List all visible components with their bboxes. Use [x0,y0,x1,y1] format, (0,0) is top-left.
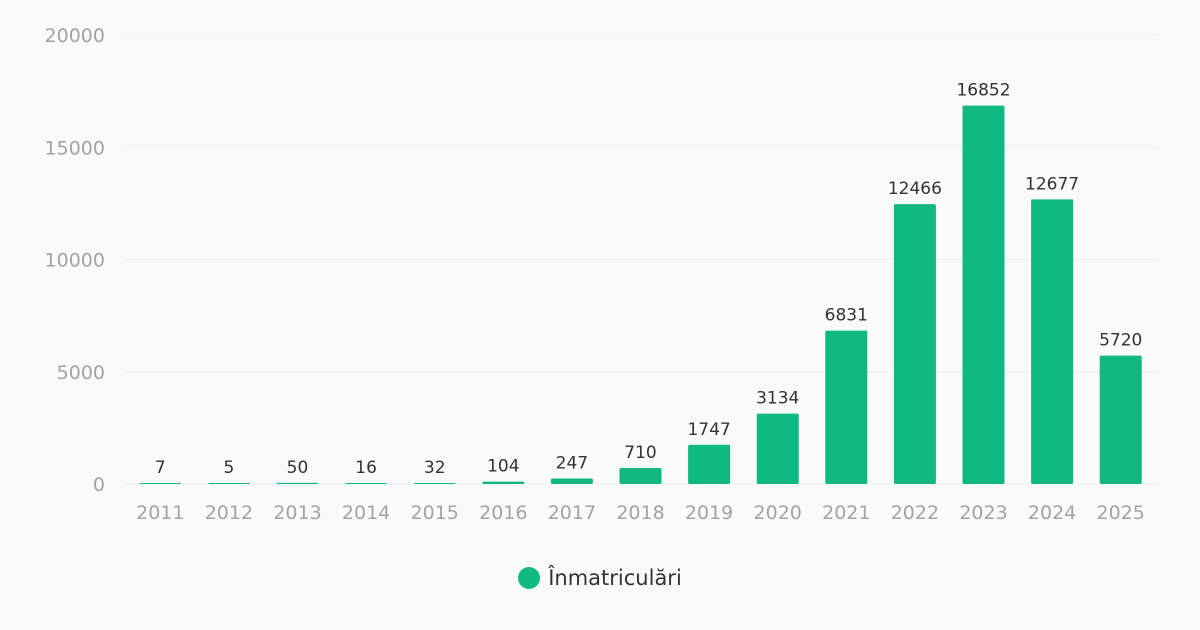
y-tick-label: 5000 [57,362,105,384]
x-axis: 2011 2012 2013 2014 2015 2016 2017 2018 2019 2020… [136,502,1145,524]
data-label: 710 [624,443,656,463]
data-label: 6831 [825,306,868,326]
x-tick-label: 2015 [411,502,459,524]
bar[interactable] [688,444,731,484]
bar[interactable] [756,413,799,484]
x-tick-label: 2021 [822,502,870,524]
bar[interactable] [482,481,525,484]
data-label: 104 [487,457,519,477]
data-label: 247 [556,453,588,473]
data-label: 12466 [888,179,942,199]
bar[interactable] [550,478,593,484]
bar-chart: 0 5000 10000 15000 20000 7 5 50 16 32 104 247 710 17… [45,25,1155,524]
data-label: 1747 [687,420,730,440]
x-tick-label: 2023 [959,502,1007,524]
data-label: 50 [287,458,309,478]
y-axis: 0 5000 10000 15000 20000 [45,25,105,496]
data-label: 7 [155,458,166,478]
data-label: 5720 [1099,331,1142,351]
bar[interactable] [893,204,936,484]
x-tick-label: 2013 [273,502,321,524]
legend[interactable]: Înmatriculări [0,566,1200,590]
x-tick-label: 2012 [205,502,253,524]
data-label: 16 [355,458,377,478]
bar[interactable] [139,483,182,484]
y-tick-label: 15000 [45,137,105,159]
data-label: 12677 [1025,174,1079,194]
x-tick-label: 2022 [891,502,939,524]
data-label: 16852 [956,81,1010,101]
legend-marker [518,567,541,589]
y-tick-label: 0 [93,474,105,496]
x-tick-label: 2017 [548,502,596,524]
x-tick-label: 2011 [136,502,184,524]
x-tick-label: 2018 [616,502,664,524]
x-tick-label: 2024 [1028,502,1076,524]
x-tick-label: 2025 [1097,502,1145,524]
x-tick-label: 2014 [342,502,390,524]
bars: 7 5 50 16 32 104 247 710 1747 3134 6831 12466 16852 1… [139,81,1142,484]
bar[interactable] [1031,199,1074,484]
legend-label: Înmatriculări [548,566,682,590]
bar[interactable] [619,468,662,484]
data-label: 5 [223,458,234,478]
x-tick-label: 2020 [754,502,802,524]
bar[interactable] [825,330,868,484]
bar[interactable] [962,105,1005,484]
data-label: 3134 [756,389,799,409]
bar[interactable] [207,483,250,484]
bar[interactable] [413,483,456,484]
bar[interactable] [345,483,388,484]
bar[interactable] [276,482,319,484]
x-tick-label: 2016 [479,502,527,524]
y-tick-label: 10000 [45,250,105,272]
y-tick-label: 20000 [45,25,105,47]
bar[interactable] [1099,355,1142,484]
data-label: 32 [424,458,446,478]
x-tick-label: 2019 [685,502,733,524]
